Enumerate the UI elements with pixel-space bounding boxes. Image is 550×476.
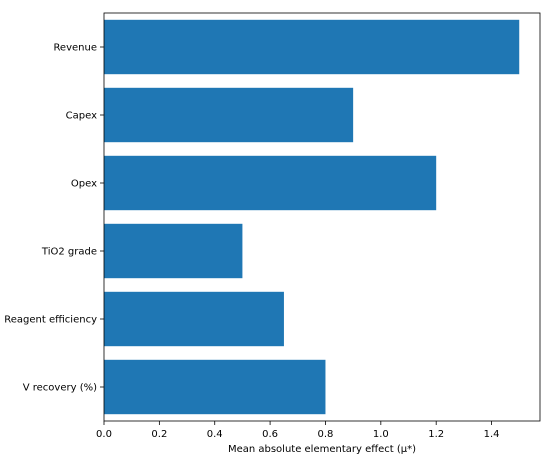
y-axis: Revenue Capex Opex TiO2 grade Reagent effici… xyxy=(4,43,104,394)
bar-reagent-efficiency xyxy=(104,291,284,347)
y-tick-label: Revenue xyxy=(53,43,97,54)
y-tick-label: Capex xyxy=(66,111,97,122)
x-axis-label: Mean absolute elementary effect (μ*) xyxy=(228,444,416,455)
bar-capex xyxy=(104,87,354,143)
x-tick-label: 0.4 xyxy=(207,429,223,440)
x-tick-label: 0.6 xyxy=(262,429,278,440)
bar-v-recovery xyxy=(104,359,326,415)
bars-group xyxy=(104,19,520,415)
plot-frame xyxy=(103,12,541,422)
x-tick-label: 0.0 xyxy=(96,429,112,440)
y-tick-label: V recovery (%) xyxy=(23,383,97,394)
x-axis: 0.0 0.2 0.4 0.6 0.8 1.0 1.2 1.4 xyxy=(96,421,500,440)
y-tick-label: Reagent efficiency xyxy=(4,315,97,326)
x-tick-label: 1.4 xyxy=(484,429,500,440)
x-tick-label: 1.2 xyxy=(428,429,444,440)
x-tick-label: 0.8 xyxy=(318,429,334,440)
bar-opex xyxy=(104,155,437,211)
y-tick-label: TiO2 grade xyxy=(41,247,97,258)
x-tick-label: 1.0 xyxy=(373,429,389,440)
x-tick-label: 0.2 xyxy=(151,429,167,440)
y-tick-label: Opex xyxy=(71,179,97,190)
bar-revenue xyxy=(104,19,520,75)
bar-tio2-grade xyxy=(104,223,243,279)
